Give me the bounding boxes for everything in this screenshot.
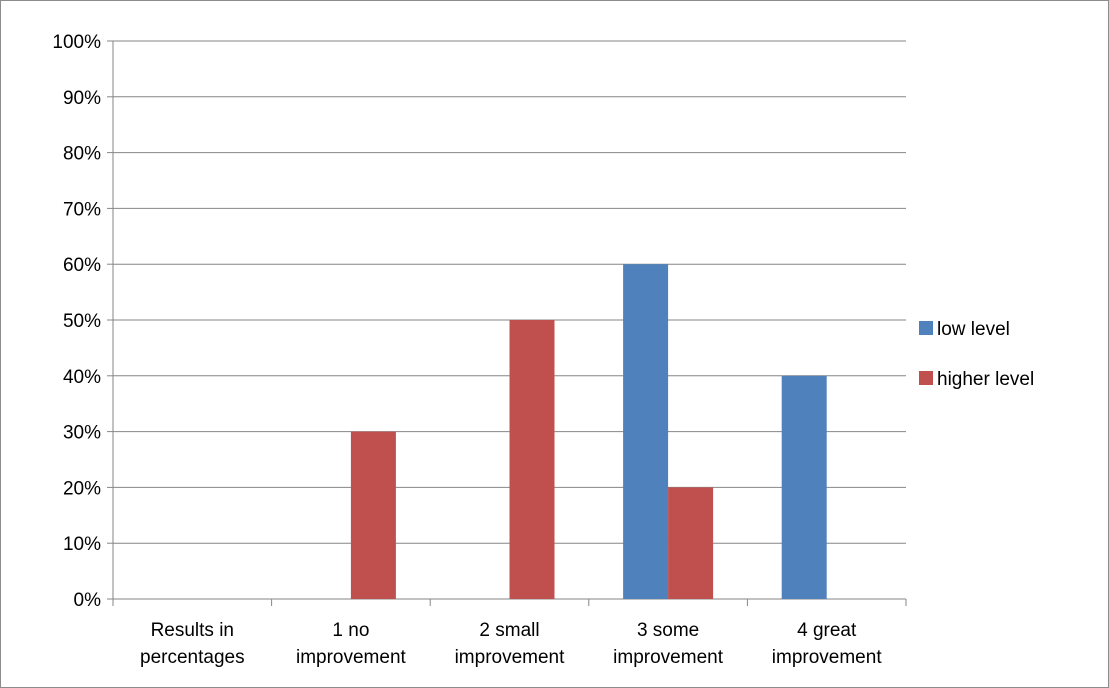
y-tick-label: 0%: [74, 590, 102, 611]
bar-higher-level: [668, 487, 714, 599]
x-category-label: Results in: [151, 620, 234, 641]
x-category-label: percentages: [140, 647, 245, 668]
y-tick-label: 20%: [63, 478, 101, 499]
bar-low-level: [623, 264, 669, 599]
x-category-label: improvement: [455, 647, 566, 668]
y-tick-label: 100%: [52, 32, 101, 53]
x-category-label: improvement: [613, 647, 724, 668]
x-category-label: 2 small: [479, 620, 539, 641]
y-tick-label: 90%: [63, 88, 101, 109]
bar-higher-level: [509, 320, 555, 599]
legend-swatch-higher-level: [919, 371, 933, 385]
x-category-label: 1 no: [332, 620, 369, 641]
y-tick-label: 60%: [63, 255, 101, 276]
bar-higher-level: [350, 431, 396, 599]
legend-label: higher level: [937, 369, 1034, 390]
legend-label: low level: [937, 319, 1010, 340]
bar-low-level: [781, 375, 827, 599]
y-tick-label: 30%: [63, 423, 101, 444]
y-tick-label: 70%: [63, 199, 101, 220]
x-category-label: improvement: [296, 647, 407, 668]
x-category-label: improvement: [772, 647, 883, 668]
y-tick-label: 80%: [63, 144, 101, 165]
x-category-label: 3 some: [637, 620, 699, 641]
y-tick-label: 50%: [63, 311, 101, 332]
y-tick-label: 40%: [63, 367, 101, 388]
legend-swatch-low-level: [919, 321, 933, 335]
x-category-label: 4 great: [797, 620, 857, 641]
y-tick-label: 10%: [63, 534, 101, 555]
